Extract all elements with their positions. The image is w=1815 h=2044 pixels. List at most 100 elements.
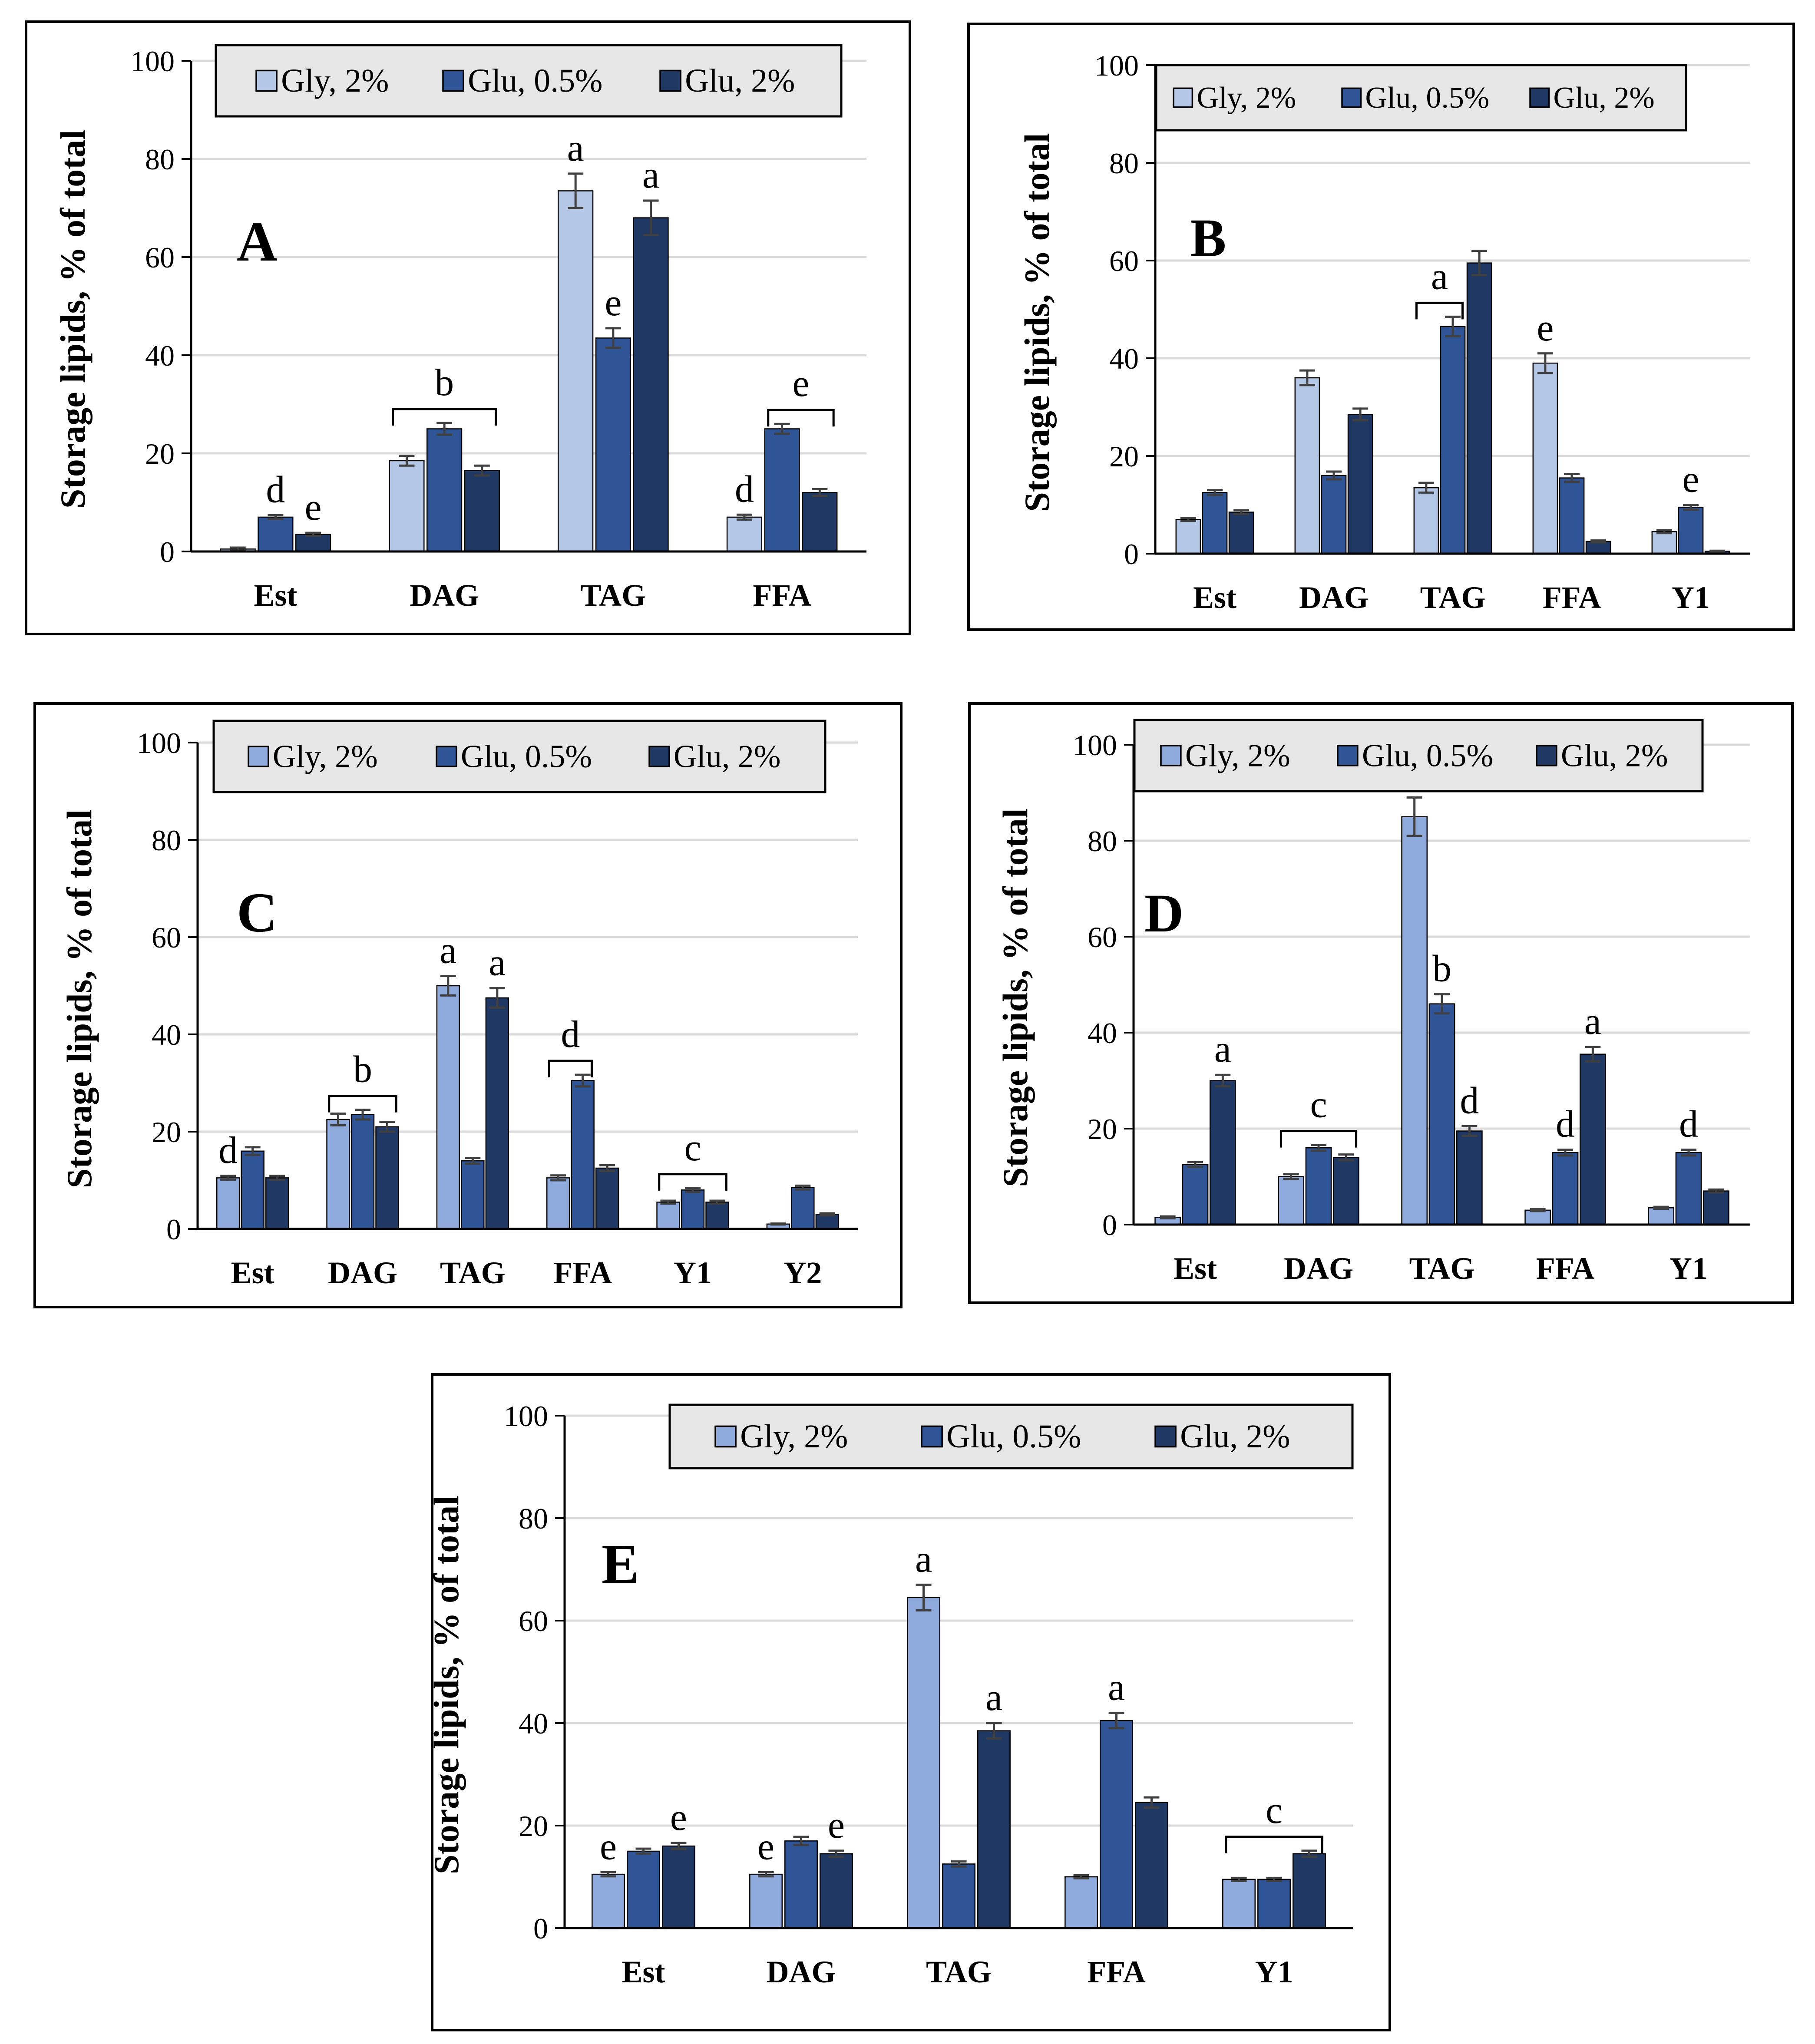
- significance-letter: e: [305, 486, 322, 528]
- significance-letter: d: [1556, 1103, 1575, 1146]
- y-tick-label: 40: [519, 1707, 548, 1740]
- legend-label: Glu, 2%: [1561, 738, 1668, 773]
- bar: [461, 1160, 485, 1230]
- x-tick-label: TAG: [581, 578, 646, 613]
- bar: [258, 516, 294, 552]
- bar: [1202, 492, 1228, 555]
- y-tick-label: 80: [145, 143, 175, 176]
- bar: [1675, 1152, 1702, 1225]
- significance-letter: e: [1537, 307, 1554, 349]
- bar: [571, 1080, 595, 1230]
- legend-label: Glu, 2%: [1180, 1418, 1290, 1455]
- bar: [627, 1850, 660, 1929]
- y-tick-label: 20: [1088, 1113, 1117, 1146]
- y-tick-label: 20: [152, 1116, 181, 1149]
- legend-label: Glu, 2%: [1553, 81, 1654, 115]
- bar: [633, 217, 669, 552]
- bar: [595, 1167, 619, 1230]
- bar: [1585, 541, 1611, 555]
- bar: [791, 1187, 815, 1230]
- significance-letter: d: [735, 468, 754, 510]
- bar: [1401, 816, 1428, 1225]
- y-tick-label: 40: [145, 339, 175, 372]
- bar: [1278, 1176, 1305, 1225]
- y-tick-label: 20: [1109, 440, 1139, 473]
- bar: [1413, 487, 1439, 555]
- bar: [1703, 1190, 1729, 1225]
- legend-swatch: [1337, 745, 1359, 766]
- bar: [216, 1177, 240, 1230]
- y-tick-label: 40: [1088, 1017, 1117, 1050]
- y-tick-label: 60: [152, 921, 181, 954]
- legend-swatch: [1154, 1425, 1177, 1448]
- significance-letter: b: [353, 1049, 372, 1091]
- significance-letter: d: [1679, 1103, 1698, 1146]
- x-tick-label: Y1: [1672, 580, 1710, 615]
- legend-swatch: [1536, 745, 1557, 766]
- legend-label: Gly, 2%: [281, 63, 389, 99]
- y-tick-label: 100: [1073, 729, 1117, 762]
- y-tick-label: 100: [1094, 49, 1139, 82]
- bar: [436, 985, 460, 1230]
- y-tick-label: 40: [1109, 342, 1139, 375]
- legend-swatch: [1160, 745, 1182, 766]
- bar: [426, 428, 463, 552]
- bar: [1294, 377, 1320, 555]
- y-tick-label: 0: [1124, 538, 1139, 571]
- x-tick-label: DAG: [767, 1955, 836, 1989]
- legend-swatch: [248, 746, 269, 767]
- bar: [241, 1150, 264, 1230]
- x-tick-label: Y1: [1670, 1251, 1708, 1286]
- y-tick-label: 20: [519, 1810, 548, 1843]
- bar: [1532, 363, 1558, 555]
- significance-letter: a: [1431, 255, 1448, 297]
- legend-label: Glu, 0.5%: [461, 739, 592, 774]
- bar: [375, 1126, 399, 1230]
- x-tick-label: FFA: [1543, 580, 1601, 615]
- panel-title: E: [602, 1533, 639, 1595]
- significance-letter: d: [218, 1129, 238, 1172]
- panel-title: A: [237, 211, 278, 273]
- bar: [485, 997, 509, 1230]
- y-tick-label: 80: [519, 1502, 548, 1535]
- y-tick-label: 100: [504, 1400, 548, 1433]
- y-tick-label: 0: [160, 535, 175, 568]
- panel-b: 0 20 40 60 80 100 Storage lipids, % of total Es…: [967, 23, 1795, 631]
- x-tick-label: Y2: [784, 1255, 822, 1290]
- x-tick-label: FFA: [753, 578, 811, 613]
- legend-swatch: [255, 69, 278, 92]
- bar: [726, 516, 763, 552]
- significance-letter: e: [757, 1826, 774, 1868]
- x-tick-label: TAG: [440, 1255, 506, 1290]
- y-tick-label: 0: [533, 1912, 548, 1945]
- legend-label: Glu, 0.5%: [946, 1418, 1081, 1455]
- bar: [592, 1873, 625, 1929]
- bar: [1440, 326, 1466, 555]
- panel-d: 0 20 40 60 80 100 Storage lipids, % of total Es…: [968, 702, 1794, 1304]
- significance-letter: a: [1584, 1001, 1601, 1043]
- bar: [1651, 531, 1677, 555]
- bar: [1182, 1164, 1209, 1225]
- legend-label: Glu, 2%: [685, 63, 795, 99]
- y-tick-label: 60: [519, 1605, 548, 1638]
- bar: [819, 1853, 853, 1929]
- significance-letter: e: [670, 1796, 687, 1839]
- bar: [326, 1119, 350, 1230]
- legend-swatch: [714, 1425, 737, 1448]
- bar: [265, 1177, 289, 1230]
- significance-letter: d: [1460, 1080, 1479, 1122]
- bar: [1222, 1879, 1256, 1929]
- legend-swatch: [1341, 87, 1362, 108]
- legend-label: Glu, 2%: [674, 739, 781, 774]
- y-tick-label: 0: [1102, 1209, 1117, 1242]
- bar: [1228, 512, 1254, 555]
- significance-letter: a: [1214, 1028, 1231, 1070]
- y-tick-label: 80: [1109, 147, 1139, 180]
- bar: [802, 492, 838, 552]
- x-tick-label: DAG: [1299, 580, 1369, 615]
- bar: [558, 190, 594, 552]
- y-tick-label: 20: [145, 437, 175, 470]
- y-axis-label: Storage lipids, % of total: [53, 130, 93, 509]
- x-tick-label: TAG: [1420, 580, 1486, 615]
- significance-bracket: [658, 1173, 727, 1191]
